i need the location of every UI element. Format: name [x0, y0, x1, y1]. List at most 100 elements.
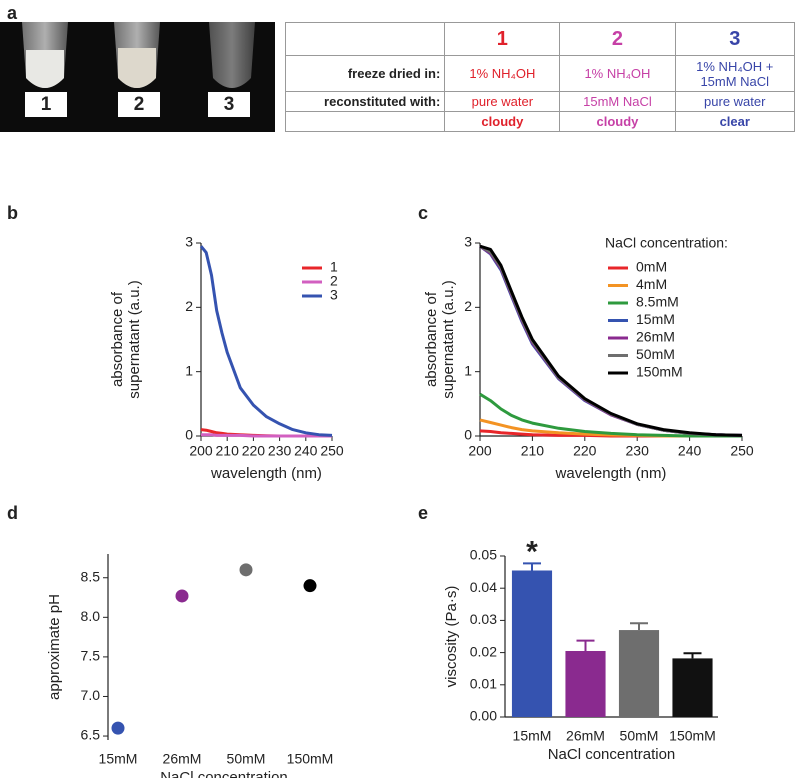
photo-label: 2: [134, 94, 145, 115]
y-tick-label: 2: [185, 298, 193, 314]
y-tick-label: 8.0: [81, 608, 101, 624]
table-cell: cloudy: [444, 111, 561, 132]
y-tick-label: 1: [464, 362, 472, 378]
y-tick-label: 0.00: [470, 708, 497, 724]
y-tick-label: 0: [185, 427, 193, 443]
photo-label: 3: [224, 94, 235, 115]
error-bar: [576, 639, 595, 651]
y-tick-label: 0.05: [470, 547, 497, 563]
x-axis-label: wavelength (nm): [210, 465, 322, 482]
x-tick-label: 15mM: [513, 728, 552, 744]
legend-label: 2: [330, 273, 338, 289]
chart: 6.5 7.0 7.5 8.0 8.5 15mM 26mM 50mM 150mM NaCl con…: [46, 554, 333, 778]
bar: [672, 658, 713, 717]
tube-content: [26, 50, 64, 88]
x-tick-label: 26mM: [566, 728, 605, 744]
line: [479, 244, 743, 437]
line: [201, 433, 332, 438]
bar: [511, 570, 553, 717]
table-cell: cloudy: [559, 111, 676, 132]
point: [303, 579, 317, 593]
table-cell: 3: [674, 22, 795, 56]
y-tick-label: 8.5: [81, 568, 101, 584]
legend-label: 15mM: [636, 311, 675, 327]
table-cell: 1% NH₄OH: [444, 54, 561, 93]
x-tick-label: 240: [678, 443, 702, 459]
table-cell: 1% NH₄OH: [559, 54, 676, 93]
y-tick-label: 0.01: [470, 676, 497, 692]
y-axis-label: absorbance of: [109, 291, 126, 387]
chart: 0.00 0.01 0.02 0.03 0.04 0.05 15mM 26mM 50mM 150m…: [443, 535, 718, 763]
panel-label: e: [418, 503, 428, 523]
legend-label: 50mM: [636, 346, 675, 362]
conditions-table: 1 2 3 freeze dried in: 1% NH₄OH 1% NH₄OH 1% NH…: [284, 22, 795, 132]
legend-title: NaCl concentration:: [605, 235, 728, 251]
legend-label: 150mM: [636, 364, 683, 380]
legend-label: 4mM: [636, 276, 667, 292]
bar: [565, 650, 606, 717]
photo-label: 1: [41, 94, 52, 115]
photo-label-box: [25, 92, 67, 117]
panel-label: a: [7, 3, 18, 23]
bar: [618, 630, 660, 717]
line: [479, 244, 743, 437]
x-tick-label: 26mM: [163, 751, 202, 767]
row-header: freeze dried in:: [284, 54, 446, 93]
table-cell: pure water: [674, 91, 795, 113]
error-bar: [523, 562, 541, 571]
table-cell: 2: [559, 22, 676, 56]
y-tick-label: 0.02: [470, 643, 497, 659]
legend-label: 0mM: [636, 259, 667, 275]
x-tick-label: 210: [216, 443, 240, 459]
table-row: reconstituted with: pure water 15mM NaCl pu…: [284, 91, 795, 113]
y-axis-label: approximate pH: [46, 594, 63, 700]
y-tick-label: 0: [464, 427, 472, 443]
x-tick-label: 220: [242, 443, 266, 459]
y-axis-label: viscosity (Pa·s): [443, 586, 460, 688]
table-cell: 15mM NaCl: [559, 91, 676, 113]
y-axis-label: absorbance of: [423, 291, 440, 387]
x-tick-label: 50mM: [227, 751, 266, 767]
y-tick-label: 3: [185, 234, 193, 250]
line: [479, 244, 743, 437]
panel-label: c: [418, 203, 428, 223]
tube-content: [118, 48, 156, 88]
y-tick-label: 7.5: [81, 648, 101, 664]
photo-label-box: [208, 92, 250, 117]
x-tick-label: 210: [521, 443, 545, 459]
x-tick-label: 220: [573, 443, 597, 459]
x-tick-label: 150mM: [669, 728, 716, 744]
y-axis-label: supernatant (a.u.): [126, 280, 143, 398]
annotation: *: [526, 535, 538, 568]
x-tick-label: 250: [320, 443, 344, 459]
table-row: freeze dried in: 1% NH₄OH 1% NH₄OH 1% NH₄OH…: [284, 54, 795, 93]
tubes: [22, 22, 255, 88]
x-tick-label: 15mM: [99, 751, 138, 767]
line: [199, 245, 333, 437]
x-tick-label: 50mM: [620, 728, 659, 744]
tube: [209, 22, 255, 88]
photo-label-box: [118, 92, 160, 117]
table-cell: 1% NH₄OH + 15mM NaCl: [674, 54, 795, 93]
row-header: [284, 111, 446, 132]
legend-label: 1: [330, 259, 338, 275]
error-bar: [683, 652, 702, 659]
legend-label: 26mM: [636, 329, 675, 345]
x-tick-label: 200: [189, 443, 213, 459]
y-tick-label: 0.03: [470, 611, 497, 627]
x-tick-label: 200: [468, 443, 492, 459]
table-cell: clear: [674, 111, 795, 132]
chart: 0 1 2 3 200 210 220 230 240 250 wavelength (nm) abs…: [423, 234, 754, 482]
x-axis-label: NaCl concentration: [160, 769, 288, 778]
y-tick-label: 7.0: [81, 687, 101, 703]
x-axis-label: wavelength (nm): [555, 465, 667, 482]
line: [479, 392, 742, 438]
table-cell: 1: [444, 22, 561, 56]
table-cell: pure water: [444, 91, 561, 113]
y-tick-label: 6.5: [81, 727, 101, 743]
panel-label: b: [7, 203, 18, 223]
legend-label: 8.5mM: [636, 294, 679, 310]
point: [175, 589, 189, 603]
